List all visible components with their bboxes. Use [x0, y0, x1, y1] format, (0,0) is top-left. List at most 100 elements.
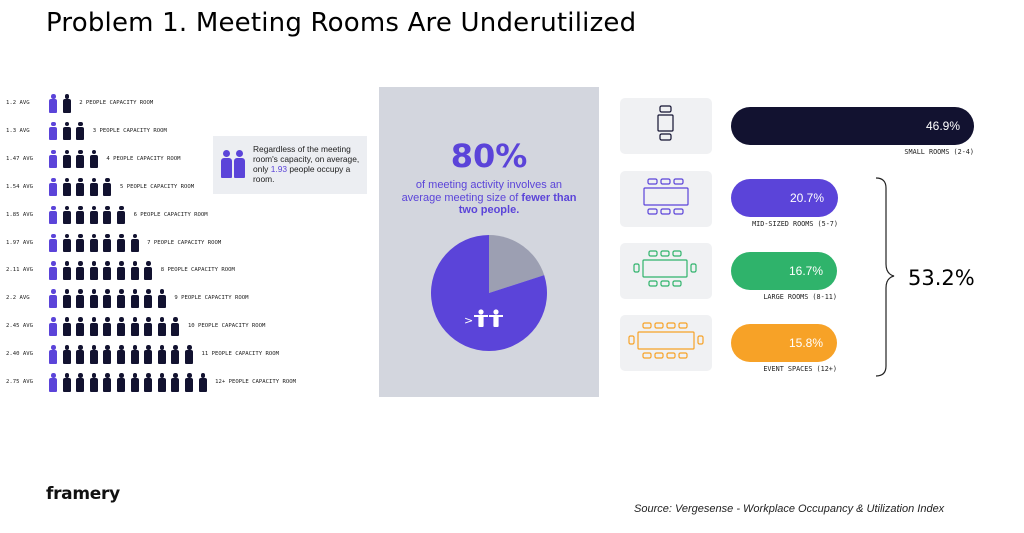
- room-bar: 15.8%: [731, 324, 837, 362]
- person-body: [493, 316, 499, 327]
- person-icon: [75, 373, 85, 392]
- person-icon: [48, 261, 58, 280]
- capacity-label: 2 PEOPLE CAPACITY ROOM: [79, 100, 154, 106]
- capacity-label: 11 PEOPLE CAPACITY ROOM: [201, 351, 279, 358]
- avg-label: 1.85 AVG: [6, 211, 33, 218]
- capacity-label: 10 PEOPLE CAPACITY ROOM: [187, 323, 266, 330]
- capacity-rows: 1.2 AVG 2 PEOPLE CAPACITY ROOM 1.3 AVG 3 PE…: [0, 90, 380, 392]
- capacity-label: 6 PEOPLE CAPACITY ROOM: [133, 211, 208, 218]
- callout-text: Regardless of the meeting room's capacit…: [253, 144, 365, 184]
- mid-room-card: [620, 171, 712, 227]
- capacity-label: 5 PEOPLE CAPACITY ROOM: [119, 183, 195, 190]
- person-icon: [170, 317, 180, 336]
- headline-text: of meeting activity involves an average …: [399, 179, 579, 217]
- avg-label: 2.75 AVG: [6, 379, 33, 385]
- bar-category-label: SMALL ROOMS (2-4): [904, 148, 974, 156]
- capacity-label: 4 PEOPLE CAPACITY ROOM: [106, 155, 181, 162]
- person-icon: [48, 373, 58, 392]
- person-icon: [143, 317, 153, 336]
- person-icon: [198, 373, 208, 392]
- person-icon: [116, 261, 126, 280]
- avg-label: 1.3 AVG: [6, 127, 30, 134]
- people-icons: 7 PEOPLE CAPACITY ROOM: [48, 233, 221, 253]
- person-icon: [75, 261, 85, 280]
- headline-percent: 80%: [450, 137, 528, 175]
- people-icons: 2 PEOPLE CAPACITY ROOM: [48, 93, 153, 113]
- avg-label: 2.45 AVG: [6, 323, 33, 330]
- avg-label: 2.40 AVG: [6, 351, 33, 358]
- person-icon: [75, 121, 85, 141]
- person-icon: [102, 261, 112, 280]
- avg-label: 2.11 AVG: [6, 267, 33, 274]
- person-icon: [89, 177, 99, 197]
- person-icon: [62, 345, 72, 364]
- chevron-right-icon: >: [464, 314, 473, 327]
- person-icon: [89, 289, 99, 308]
- large-room-icon: [633, 250, 697, 287]
- person-icon: [102, 373, 112, 392]
- person-icon: [130, 317, 140, 336]
- avg-label: 2.2 AVG: [6, 295, 30, 302]
- avg-label: 1.47 AVG: [6, 155, 33, 162]
- slide-title: Problem 1. Meeting Rooms Are Underutiliz…: [46, 8, 637, 38]
- person-icon: [89, 317, 99, 336]
- person-icon: [48, 289, 58, 308]
- person-icon: [48, 345, 58, 364]
- person-icon: [62, 94, 72, 113]
- room-bar: 16.7%: [731, 252, 837, 290]
- person-icon: [89, 373, 99, 392]
- person-icon: [234, 150, 245, 178]
- person-icon: [48, 177, 58, 197]
- person-icon: [62, 289, 72, 308]
- person-icon: [89, 205, 99, 225]
- person-icon: [75, 289, 85, 308]
- callout-highlight: 1.93: [270, 164, 288, 174]
- person-icon: [62, 261, 72, 280]
- people-icons: 10 PEOPLE CAPACITY ROOM: [48, 316, 265, 336]
- bar-value-label: 16.7%: [788, 264, 823, 278]
- small-room-icon: [657, 105, 674, 141]
- person-icon: [116, 233, 126, 253]
- event-space-icon: [628, 322, 704, 359]
- capacity-label: 12+ PEOPLE CAPACITY ROOM: [215, 379, 296, 385]
- avg-label: 1.97 AVG: [6, 239, 33, 246]
- capacity-label: 3 PEOPLE CAPACITY ROOM: [92, 127, 167, 134]
- people-icons: 12+ PEOPLE CAPACITY ROOM: [48, 372, 296, 392]
- bar-value-label: 15.8%: [788, 336, 823, 350]
- person-icon: [116, 205, 126, 225]
- person-icon: [130, 345, 140, 364]
- avg-label: 1.2 AVG: [6, 100, 30, 106]
- source-note: Source: Vergesense - Workplace Occupancy…: [634, 503, 945, 515]
- bar-value-label: 46.9%: [925, 119, 960, 133]
- person-icon: [221, 150, 232, 178]
- person-icon: [102, 177, 112, 197]
- person-icon: [102, 289, 112, 308]
- person-icon: [170, 373, 180, 392]
- framery-logo: framery: [46, 484, 120, 504]
- person-icon: [62, 205, 72, 225]
- headline-text-pre: of meeting activity involves an average …: [401, 179, 563, 204]
- callout-text-after: people occupy a room.: [253, 164, 351, 184]
- capacity-label: 8 PEOPLE CAPACITY ROOM: [160, 267, 235, 274]
- person-icon: [130, 373, 140, 392]
- person-icon: [478, 309, 484, 315]
- person-icon: [62, 149, 72, 169]
- person-icon: [75, 149, 85, 169]
- pie-slice: [489, 235, 545, 293]
- person-icon: [184, 373, 194, 392]
- person-icon: [116, 373, 126, 392]
- person-icon: [75, 345, 85, 364]
- bracket-total: 53.2%: [908, 266, 975, 290]
- callout-text-before: Regardless of the meeting room's capacit…: [253, 144, 360, 174]
- two-people-icon: >: [464, 309, 503, 327]
- person-icon: [143, 261, 153, 280]
- person-icon: [48, 121, 58, 141]
- person-icon: [157, 345, 167, 364]
- person-icon: [130, 233, 140, 253]
- avg-label: 1.54 AVG: [6, 183, 33, 190]
- center-panel: 80% of meeting activity involves an aver…: [379, 87, 599, 397]
- person-icon: [89, 149, 99, 169]
- person-icon: [130, 289, 140, 308]
- callout-box: Regardless of the meeting room's capacit…: [213, 136, 367, 194]
- people-icons: 5 PEOPLE CAPACITY ROOM: [48, 177, 194, 197]
